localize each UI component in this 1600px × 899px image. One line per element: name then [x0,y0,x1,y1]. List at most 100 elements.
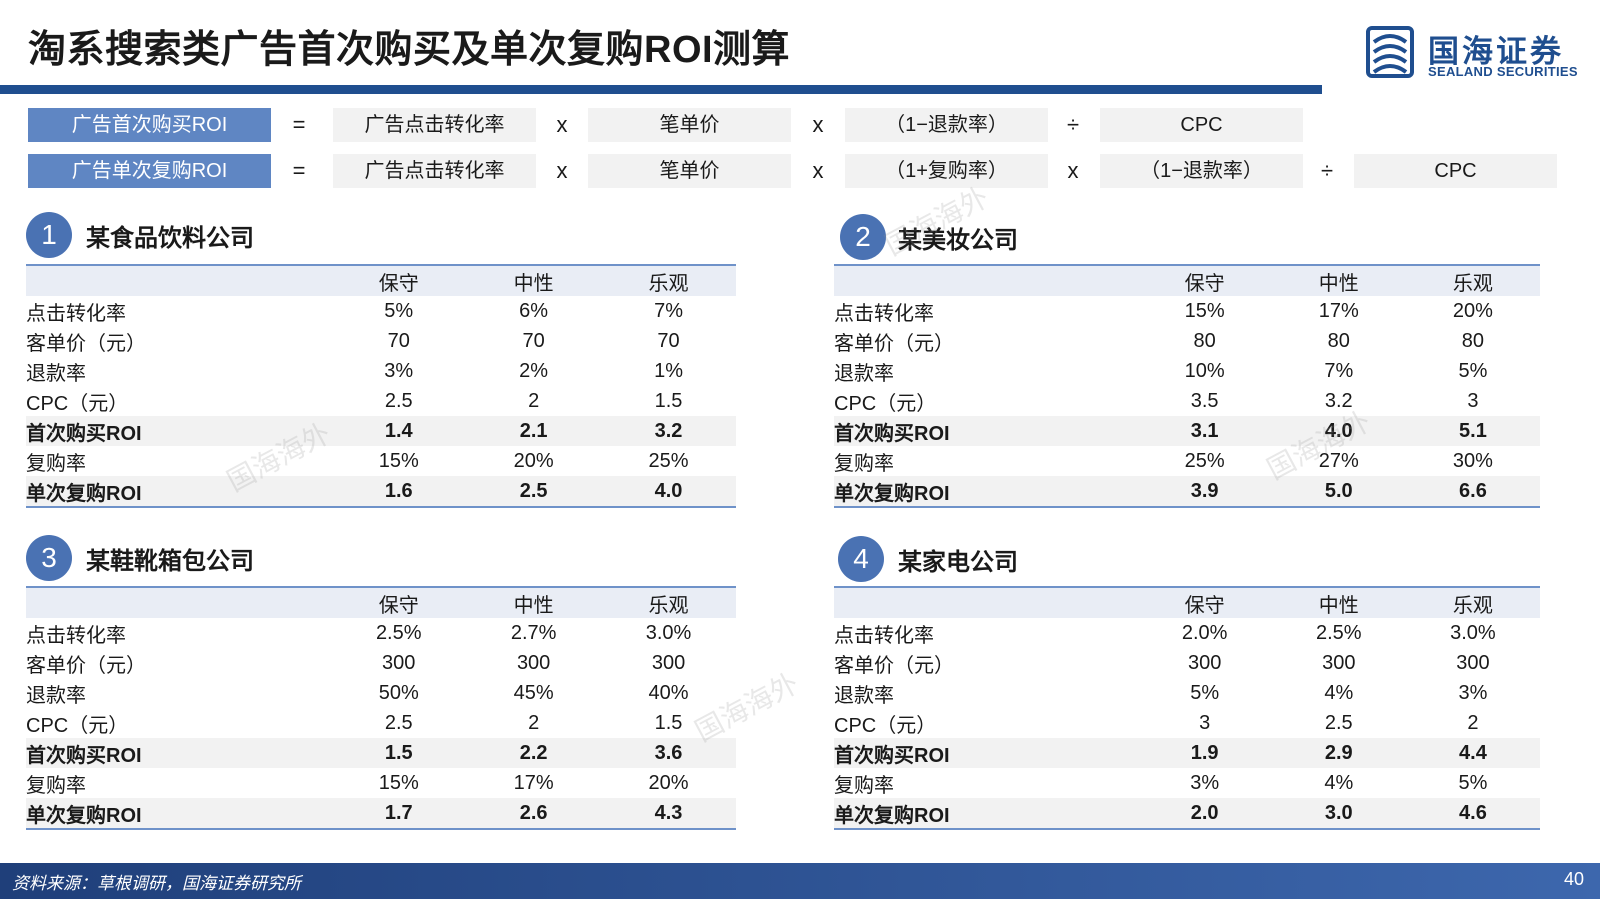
column-header: 中性 [466,586,602,618]
section-title: 某鞋靴箱包公司 [86,548,254,575]
value-cell: 2.0 [1137,798,1272,830]
row-label: 首次购买ROI [834,416,1138,446]
header-corner [834,586,1138,618]
table-beauty: 保守 中性 乐观 点击转化率 15% 17% 20% 客单价（元） 80 80 80 退款率 10% 7%… [834,264,1540,508]
value-cell: 2.9 [1271,738,1406,768]
value-cell: 3.2 [601,416,736,446]
row-label: 客单价（元） [26,332,146,355]
value-cell: 4.0 [1271,416,1406,446]
value-cell: 5.1 [1405,416,1540,446]
row-label: 单次复购ROI [26,476,332,508]
table-row: 退款率 3% 2% 1% [26,356,736,386]
value-cell: 7% [1324,359,1354,382]
formula-operator: x [556,158,568,183]
column-header: 乐观 [601,586,736,618]
row-label: 单次复购ROI [834,476,1138,508]
value-cell: 70 [522,329,545,352]
formula-term: 广告点击转化率 [333,108,536,142]
section-number-badge: 3 [26,535,72,581]
column-header: 中性 [1271,586,1406,618]
table-header-row: 保守 中性 乐观 [26,264,736,296]
formula-operator: x [556,112,568,137]
value-cell: 7% [654,299,683,322]
row-label: 点击转化率 [834,624,934,647]
value-cell: 17% [513,771,554,794]
value-cell: 1.4 [331,416,467,446]
value-cell: 20% [1452,299,1493,322]
formula-term: （1+复购率） [845,154,1048,188]
value-cell: 3.0 [1271,798,1406,830]
value-cell: 45% [513,681,554,704]
value-cell: 3.9 [1137,476,1272,508]
value-cell: 70 [387,329,410,352]
value-cell: 2 [1467,711,1479,734]
value-cell: 3.1 [1137,416,1272,446]
formula-label: 广告单次复购ROI [28,154,271,188]
formula-first-purchase: 广告首次购买ROI = 广告点击转化率 x 笔单价 x （1−退款率） ÷ CP… [0,108,1600,144]
value-cell: 15% [378,771,419,794]
row-label: 点击转化率 [26,302,126,325]
value-cell: 2.5 [384,389,413,412]
column-header: 乐观 [601,264,736,296]
row-label: 单次复购ROI [26,798,332,830]
row-label: 退款率 [834,684,894,707]
value-cell: 27% [1318,449,1359,472]
value-cell: 1.5 [654,711,683,734]
value-cell: 2.6 [466,798,602,830]
value-cell: 4.0 [601,476,736,508]
formula-operator: = [292,158,306,183]
formula-operator: x [1067,158,1079,183]
table-food-beverage: 保守 中性 乐观 点击转化率 5% 6% 7% 客单价（元） 70 70 70 退款率 3% 2% 1% CP… [26,264,736,508]
header-corner [26,264,332,296]
value-cell: 2.2 [466,738,602,768]
row-label: 首次购买ROI [26,738,332,768]
value-cell: 80 [1461,329,1485,352]
value-cell: 3.2 [1324,389,1353,412]
table-row: 复购率 3% 4% 5% [834,768,1540,798]
row-label: 复购率 [26,774,86,797]
value-cell: 25% [648,449,689,472]
value-cell: 40% [648,681,689,704]
value-cell: 5% [1190,681,1220,704]
value-cell: 2.7% [510,621,557,644]
value-cell: 5% [384,299,414,322]
value-cell: 80 [1327,329,1350,352]
value-cell: 2 [528,389,540,412]
value-cell: 300 [516,651,551,674]
formula-term: 笔单价 [588,108,791,142]
value-cell: 300 [1322,651,1356,674]
row-label: 复购率 [834,452,894,475]
row-label: 客单价（元） [834,654,954,677]
column-header: 保守 [1137,586,1272,618]
section-title: 某美妆公司 [898,227,1018,254]
value-cell: 3.0% [645,621,692,644]
footer-bar: 资料来源：草根调研，国海证券研究所 40 [0,863,1600,899]
table-row: 客单价（元） 70 70 70 [26,326,736,356]
value-cell: 80 [1193,329,1216,352]
column-header: 保守 [331,264,467,296]
value-cell: 20% [648,771,689,794]
value-cell: 4.4 [1405,738,1540,768]
table-row: 退款率 10% 7% 5% [834,356,1540,386]
value-cell: 2.0% [1181,621,1228,644]
value-cell: 15% [378,449,419,472]
column-header: 中性 [1271,264,1406,296]
formula-term: 广告点击转化率 [333,154,536,188]
value-cell: 1.7 [331,798,467,830]
table-home-appliance: 保守 中性 乐观 点击转化率 2.0% 2.5% 3.0% 客单价（元） 300 300 300 退款… [834,586,1540,830]
formula-label: 广告首次购买ROI [28,108,271,142]
table-row: 点击转化率 2.0% 2.5% 3.0% [834,618,1540,648]
value-cell: 6% [519,299,549,322]
table-row: 复购率 15% 17% 20% [26,768,736,798]
value-cell: 2.5% [1315,621,1362,644]
value-cell: 30% [1452,449,1493,472]
table-header-row: 保守 中性 乐观 [26,586,736,618]
table-row: 单次复购ROI 1.6 2.5 4.0 [26,476,736,508]
company-logo: 国海证券 SEALAND SECURITIES [1366,24,1586,84]
column-header: 保守 [331,586,467,618]
formula-operator: x [812,158,824,183]
value-cell: 4% [1324,681,1354,704]
table-row: 点击转化率 5% 6% 7% [26,296,736,326]
value-cell: 5.0 [1271,476,1406,508]
value-cell: 20% [513,449,554,472]
